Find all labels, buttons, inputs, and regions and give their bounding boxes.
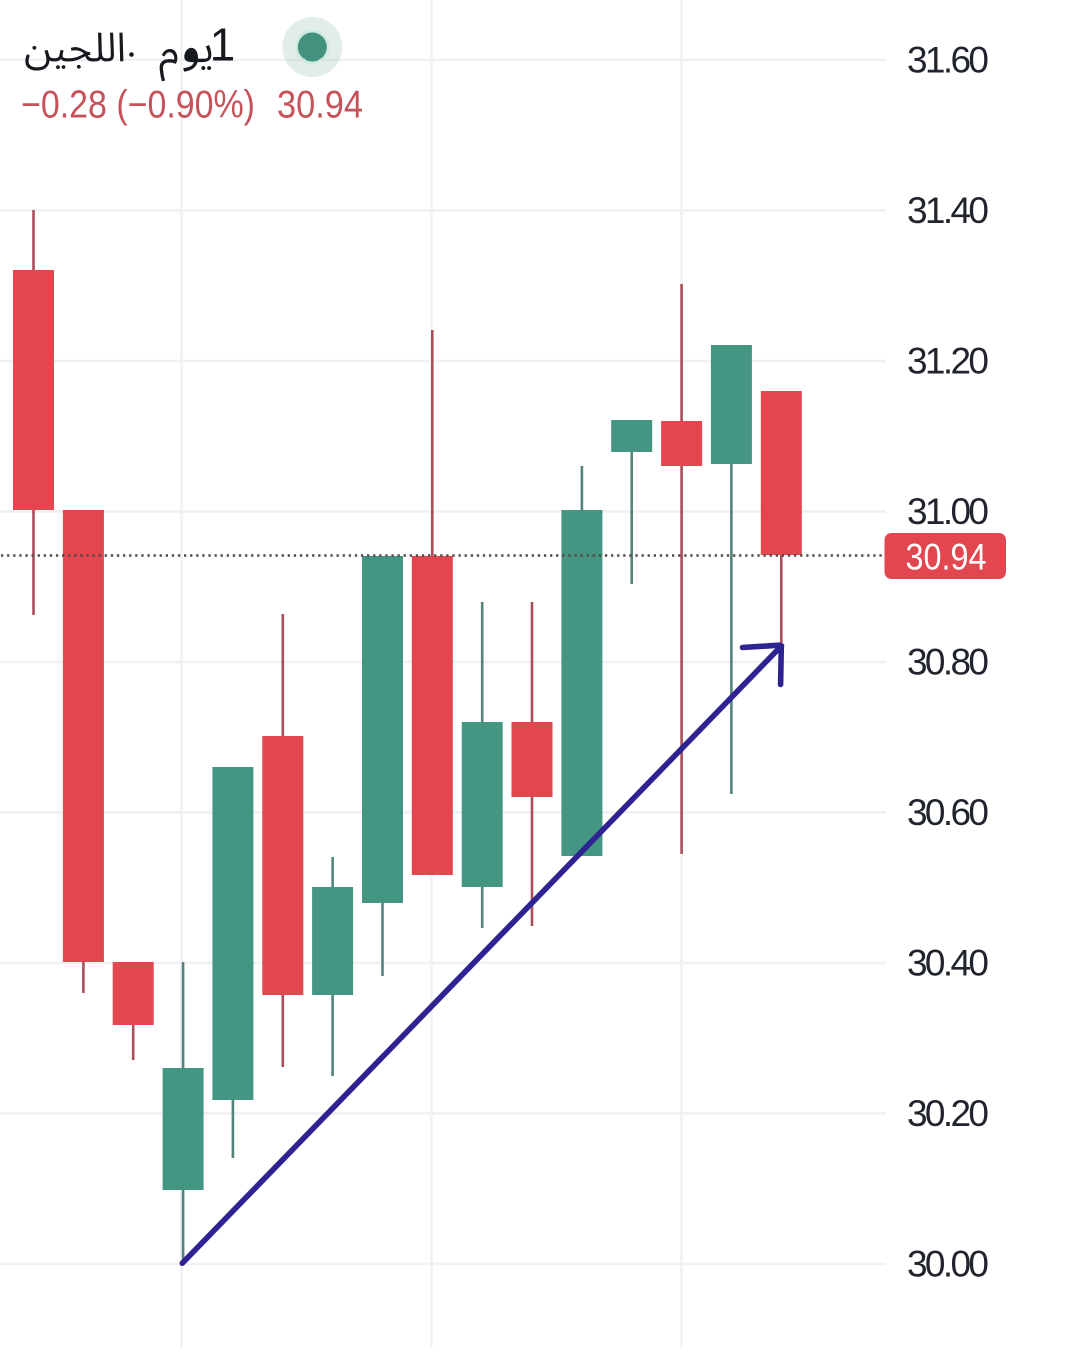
svg-text:−0.28 (−0.90%): −0.28 (−0.90%) <box>21 84 255 127</box>
svg-text:31.20: 31.20 <box>907 341 989 382</box>
svg-text:31.40: 31.40 <box>907 190 989 231</box>
svg-text:30.20: 30.20 <box>907 1093 989 1134</box>
svg-text:30.00: 30.00 <box>907 1244 989 1285</box>
svg-text:30.40: 30.40 <box>907 943 989 984</box>
svg-text:30.60: 30.60 <box>907 792 989 833</box>
svg-text:30.94: 30.94 <box>277 84 363 127</box>
svg-text:31.60: 31.60 <box>907 40 989 81</box>
svg-text:30.80: 30.80 <box>907 642 989 683</box>
svg-text:31.00: 31.00 <box>907 491 989 532</box>
svg-text:1: 1 <box>210 19 236 71</box>
svg-text:30.94: 30.94 <box>906 537 987 578</box>
